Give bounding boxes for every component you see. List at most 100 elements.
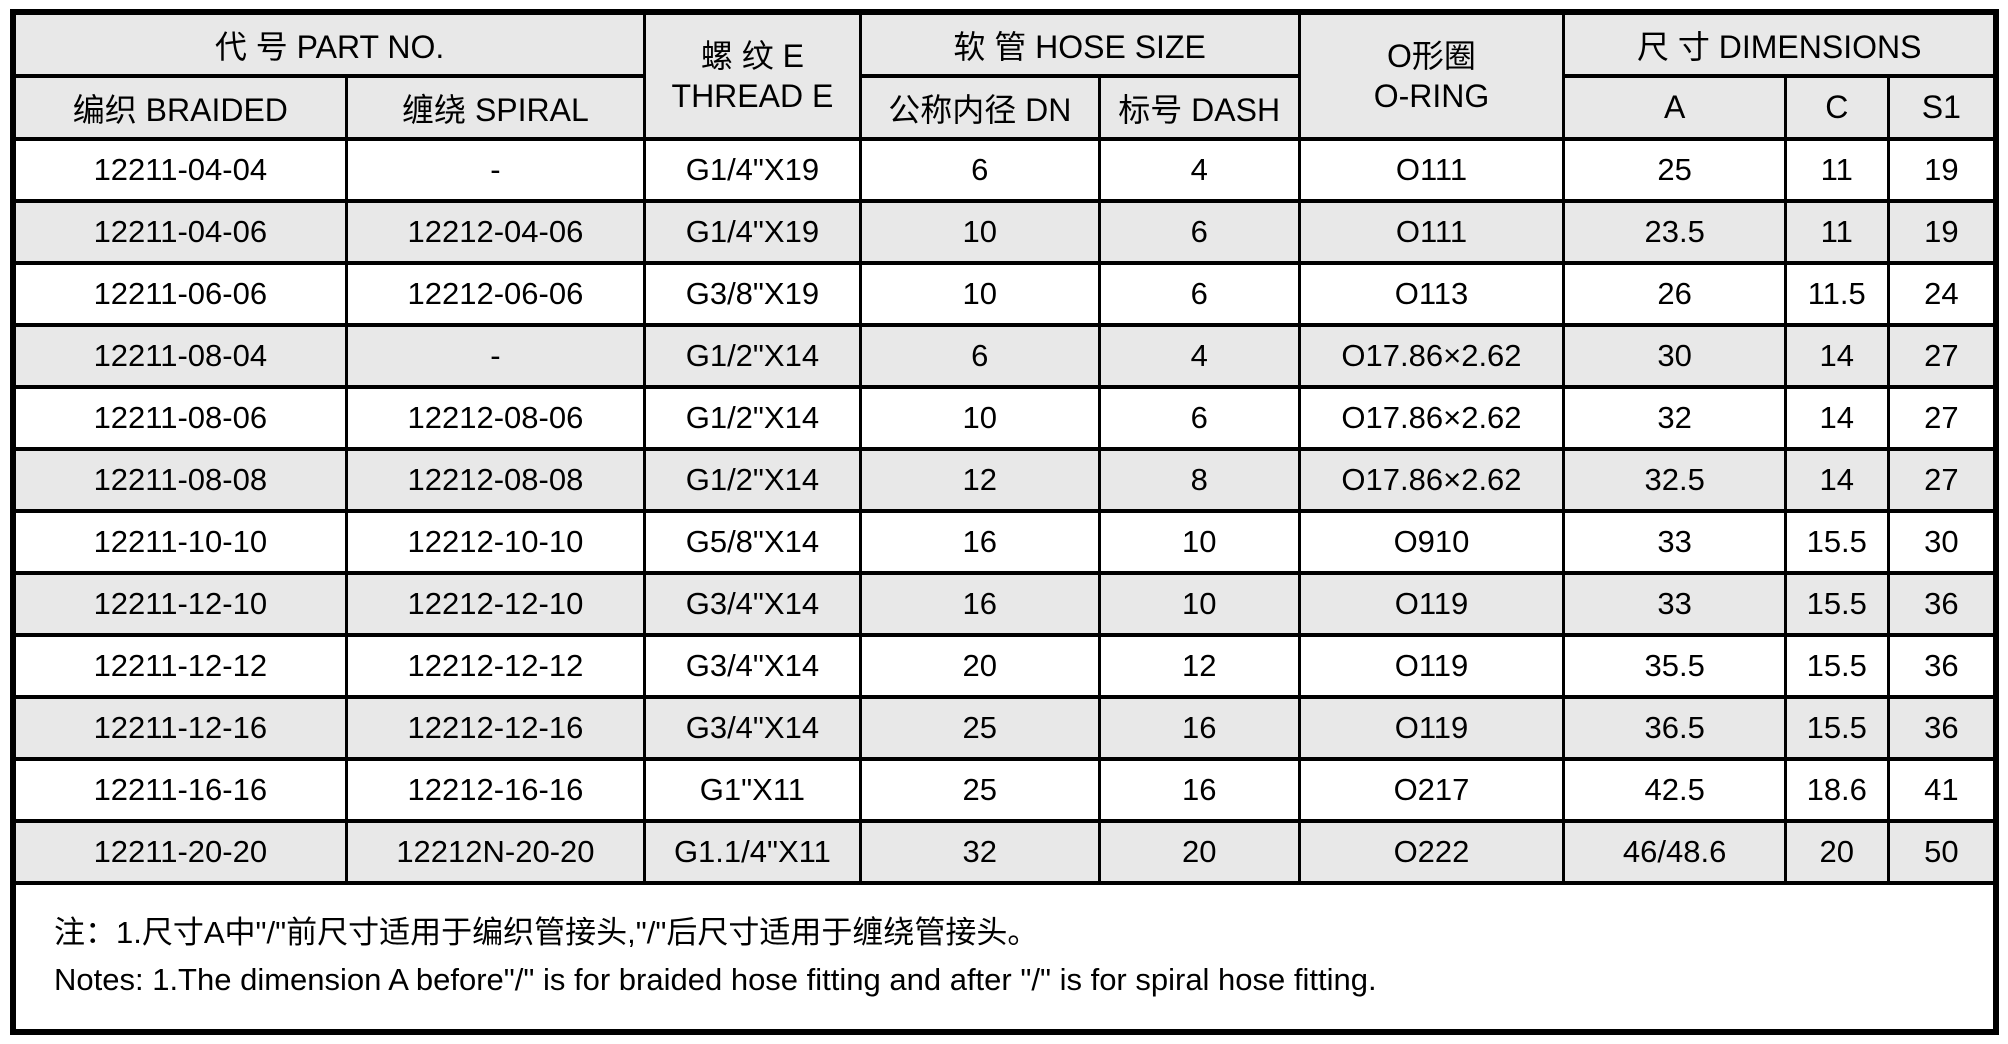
cell-spiral-part-no: - (344, 323, 647, 389)
table-row: 12211-08-08 12212-08-08 G1/2"X14 12 8 O1… (16, 447, 1993, 513)
cell-dim-c: 15.5 (1783, 571, 1890, 637)
cell-dash: 10 (1097, 571, 1301, 637)
cell-thread-e: G1.1/4"X11 (643, 819, 862, 885)
cell-dim-a: 23.5 (1562, 199, 1787, 265)
cell-dim-s1: 27 (1886, 385, 1993, 451)
cell-dn: 16 (858, 509, 1101, 575)
cell-dim-c: 20 (1783, 819, 1890, 885)
cell-dn: 10 (858, 261, 1101, 327)
cell-dim-a: 25 (1562, 137, 1787, 203)
cell-dim-a: 36.5 (1562, 695, 1787, 761)
cell-dim-a: 32 (1562, 385, 1787, 451)
cell-thread-e: G1/2"X14 (643, 323, 862, 389)
table-row: 12211-04-06 12212-04-06 G1/4"X19 10 6 O1… (16, 199, 1993, 265)
cell-braided-part-no: 12211-08-06 (16, 385, 348, 451)
cell-dim-c: 11 (1783, 137, 1890, 203)
cell-dim-s1: 19 (1886, 199, 1993, 265)
cell-spiral-part-no: 12212-08-06 (344, 385, 647, 451)
cell-braided-part-no: 12211-04-06 (16, 199, 348, 265)
header-thread-e: 螺 纹 E THREAD E (643, 15, 862, 141)
note-line-zh: 注：1.尺寸A中"/"前尺寸适用于编织管接头,"/"后尺寸适用于缠绕管接头。 (54, 915, 1039, 950)
cell-dn: 32 (858, 819, 1101, 885)
notes-block: 注：1.尺寸A中"/"前尺寸适用于编织管接头,"/"后尺寸适用于缠绕管接头。 N… (16, 885, 1993, 1003)
cell-o-ring: O217 (1297, 757, 1566, 823)
cell-dim-c: 18.6 (1783, 757, 1890, 823)
cell-o-ring: O119 (1297, 695, 1566, 761)
cell-dim-c: 11 (1783, 199, 1890, 265)
cell-dn: 6 (858, 137, 1101, 203)
header-row-1: 代 号 PART NO. 螺 纹 E THREAD E 软 管 HOSE SIZ… (16, 15, 1993, 141)
cell-dn: 10 (858, 199, 1101, 265)
cell-dim-s1: 27 (1886, 447, 1993, 513)
cell-braided-part-no: 12211-12-16 (16, 695, 348, 761)
cell-dash: 6 (1097, 261, 1301, 327)
cell-thread-e: G1/4"X19 (643, 199, 862, 265)
cell-dim-a: 33 (1562, 571, 1787, 637)
cell-braided-part-no: 12211-16-16 (16, 757, 348, 823)
table-row: 12211-20-20 12212N-20-20 G1.1/4"X11 32 2… (16, 819, 1993, 885)
cell-thread-e: G1/2"X14 (643, 385, 862, 451)
header-dash: 标号 DASH (1097, 74, 1301, 141)
cell-braided-part-no: 12211-08-08 (16, 447, 348, 513)
header-dim-a: A (1562, 74, 1787, 141)
cell-dim-s1: 30 (1886, 509, 1993, 575)
table-row: 12211-08-04 - G1/2"X14 6 4 O17.86×2.62 3… (16, 323, 1993, 389)
table-row: 12211-06-06 12212-06-06 G3/8"X19 10 6 O1… (16, 261, 1993, 327)
cell-spiral-part-no: 12212-16-16 (344, 757, 647, 823)
cell-thread-e: G3/4"X14 (643, 695, 862, 761)
cell-spiral-part-no: 12212-08-08 (344, 447, 647, 513)
cell-dash: 12 (1097, 633, 1301, 699)
table-header: 代 号 PART NO. 螺 纹 E THREAD E 软 管 HOSE SIZ… (16, 15, 1993, 141)
cell-spiral-part-no: 12212N-20-20 (344, 819, 647, 885)
table-row: 12211-12-12 12212-12-12 G3/4"X14 20 12 O… (16, 633, 1993, 699)
cell-dn: 20 (858, 633, 1101, 699)
cell-spiral-part-no: 12212-04-06 (344, 199, 647, 265)
header-row-2: 编织 BRAIDED 缠绕 SPIRAL 公称内径 DN 标号 DASH A C… (16, 74, 1993, 141)
cell-o-ring: O222 (1297, 819, 1566, 885)
cell-dim-c: 14 (1783, 323, 1890, 389)
cell-dim-s1: 36 (1886, 571, 1993, 637)
cell-dim-s1: 24 (1886, 261, 1993, 327)
header-hose-size: 软 管 HOSE SIZE (858, 15, 1301, 78)
cell-dim-a: 26 (1562, 261, 1787, 327)
cell-dim-s1: 27 (1886, 323, 1993, 389)
table-row: 12211-04-04 - G1/4"X19 6 4 O111 25 11 19 (16, 137, 1993, 203)
cell-dim-c: 14 (1783, 385, 1890, 451)
cell-braided-part-no: 12211-06-06 (16, 261, 348, 327)
cell-dn: 12 (858, 447, 1101, 513)
cell-braided-part-no: 12211-10-10 (16, 509, 348, 575)
table-body: 12211-04-04 - G1/4"X19 6 4 O111 25 11 19… (16, 137, 1993, 885)
cell-thread-e: G1/4"X19 (643, 137, 862, 203)
cell-o-ring: O119 (1297, 571, 1566, 637)
note-line-en: Notes: 1.The dimension A before"/" is fo… (54, 962, 1377, 997)
cell-spiral-part-no: 12212-12-12 (344, 633, 647, 699)
cell-dash: 20 (1097, 819, 1301, 885)
cell-o-ring: O111 (1297, 199, 1566, 265)
cell-dash: 10 (1097, 509, 1301, 575)
cell-thread-e: G3/4"X14 (643, 633, 862, 699)
cell-dim-s1: 50 (1886, 819, 1993, 885)
header-dimensions: 尺 寸 DIMENSIONS (1562, 15, 1993, 78)
cell-dim-s1: 36 (1886, 633, 1993, 699)
cell-spiral-part-no: 12212-12-16 (344, 695, 647, 761)
header-o-ring: O形圈 O-RING (1297, 15, 1566, 141)
table-row: 12211-12-10 12212-12-10 G3/4"X14 16 10 O… (16, 571, 1993, 637)
cell-dim-a: 46/48.6 (1562, 819, 1787, 885)
cell-dim-a: 42.5 (1562, 757, 1787, 823)
header-spiral: 缠绕 SPIRAL (344, 74, 647, 141)
cell-dim-s1: 41 (1886, 757, 1993, 823)
header-thread-e-en: THREAD E (671, 78, 834, 114)
cell-dim-s1: 19 (1886, 137, 1993, 203)
cell-o-ring: O17.86×2.62 (1297, 323, 1566, 389)
table-row: 12211-16-16 12212-16-16 G1"X11 25 16 O21… (16, 757, 1993, 823)
cell-o-ring: O111 (1297, 137, 1566, 203)
cell-spiral-part-no: 12212-06-06 (344, 261, 647, 327)
cell-o-ring: O910 (1297, 509, 1566, 575)
cell-dash: 6 (1097, 199, 1301, 265)
cell-dim-a: 32.5 (1562, 447, 1787, 513)
header-dn: 公称内径 DN (858, 74, 1101, 141)
cell-braided-part-no: 12211-12-12 (16, 633, 348, 699)
header-braided: 编织 BRAIDED (16, 74, 348, 141)
cell-dn: 10 (858, 385, 1101, 451)
cell-o-ring: O17.86×2.62 (1297, 385, 1566, 451)
